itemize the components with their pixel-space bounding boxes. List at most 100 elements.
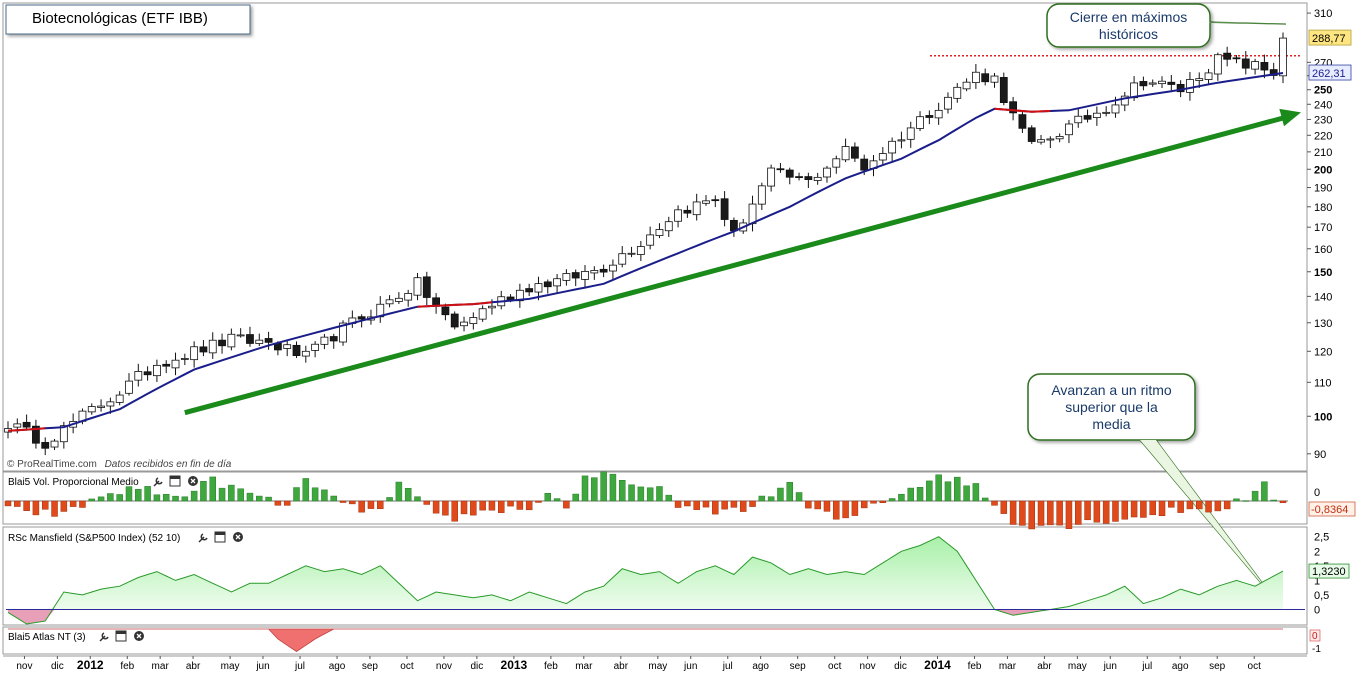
candle — [1223, 46, 1232, 67]
volume-bar — [386, 497, 393, 502]
candle-body — [125, 380, 133, 394]
candle — [134, 363, 143, 387]
candle — [1092, 106, 1101, 126]
atlas-close-icon[interactable] — [134, 631, 144, 641]
volume-bar — [283, 500, 291, 506]
candle — [562, 269, 571, 286]
candle-body — [1213, 54, 1222, 75]
candle-body — [1027, 127, 1036, 142]
candle — [208, 332, 217, 359]
x-tick-label-jul: jul — [1141, 661, 1152, 672]
candle — [525, 283, 534, 297]
ma-value-tag — [1308, 64, 1352, 81]
trendline-arrowhead — [1279, 108, 1301, 127]
candle-body — [1260, 62, 1269, 71]
volume-bar — [1000, 500, 1008, 514]
volume-bar — [265, 496, 272, 502]
rsc-wrench-icon[interactable] — [198, 533, 208, 543]
credit-note: Datos recibidos en fin de día — [105, 459, 232, 470]
candle-body — [162, 363, 171, 367]
candle-body — [692, 201, 701, 216]
price-tick-label-100: 100 — [1314, 411, 1332, 423]
candle-body — [478, 308, 487, 320]
volume-bar — [553, 498, 561, 502]
price-tick-label-180: 180 — [1314, 202, 1332, 214]
candle — [627, 246, 636, 258]
candle — [50, 438, 59, 451]
volume-bar — [972, 483, 980, 502]
volume-bar — [935, 474, 942, 502]
candle-body — [711, 199, 720, 202]
candle-body — [1158, 80, 1166, 85]
candle — [478, 305, 487, 322]
rsc-panel-header: RSc Mansfield (S&P500 Index) (52 10) — [8, 531, 243, 544]
atlas-window-icon[interactable] — [115, 630, 127, 642]
candle-body — [897, 139, 906, 142]
price-tick-label-310: 310 — [1314, 8, 1332, 20]
volume-bar — [14, 500, 21, 507]
volume-bar — [209, 476, 216, 502]
candlestick-series — [4, 32, 1287, 456]
volume-close-icon[interactable] — [188, 476, 198, 486]
volume-bar — [274, 500, 282, 506]
x-tick-label-2013: 2013 — [501, 658, 528, 672]
volume-bar — [581, 475, 589, 502]
candle-body — [636, 246, 645, 255]
volume-bar — [1168, 500, 1175, 508]
volume-bar — [758, 495, 766, 502]
atlas-wrench-icon[interactable] — [99, 632, 109, 642]
candle-body — [916, 116, 924, 129]
volume-bar — [693, 500, 700, 510]
volume-bar — [321, 489, 328, 502]
volume-bar — [954, 476, 961, 502]
volume-bar — [814, 500, 821, 510]
candle-body — [106, 401, 115, 407]
volume-bar — [795, 492, 803, 502]
candle — [841, 138, 850, 163]
x-tick-label-dic: dic — [51, 661, 64, 672]
rsc-positive-area — [8, 536, 1283, 610]
volume-bar — [674, 500, 682, 508]
volume-bar — [97, 496, 105, 502]
rsc-window-icon[interactable] — [214, 531, 226, 543]
candle — [218, 333, 226, 354]
candle — [125, 373, 133, 396]
volume-series — [4, 471, 1288, 530]
volume-bar — [144, 486, 151, 502]
price-tick-label-220: 220 — [1314, 130, 1332, 142]
candle — [916, 111, 924, 132]
volume-bar — [525, 500, 533, 511]
volume-indicator-title: Blai5 Vol. Proporcional Medio — [8, 477, 139, 488]
volume-bar — [777, 487, 784, 502]
candle — [404, 289, 413, 307]
volume-bar — [377, 500, 384, 510]
volume-panel-header: Blai5 Vol. Proporcional Medio — [8, 475, 198, 488]
candle-body — [999, 77, 1008, 104]
candle-body — [609, 264, 617, 272]
credit-source: © ProRealTime.com — [7, 459, 97, 470]
price-tick-label-250: 250 — [1314, 85, 1332, 97]
candle — [702, 195, 710, 206]
candle-body — [748, 203, 757, 225]
rsc-y-axis: 2,521,510,501,3230 — [1306, 527, 1350, 625]
candle-body — [385, 299, 394, 305]
volume-bar — [981, 497, 989, 502]
volume-wrench-icon[interactable] — [153, 477, 163, 487]
candle — [999, 72, 1008, 106]
candle-body — [1269, 69, 1278, 76]
candle — [246, 326, 254, 347]
rsc-close-icon[interactable] — [233, 532, 243, 542]
volume-bar — [507, 500, 514, 507]
volume-window-icon[interactable] — [169, 475, 181, 487]
volume-bar — [702, 500, 710, 508]
x-tick-label-jun: jun — [255, 661, 269, 672]
volume-bar — [1186, 500, 1194, 510]
callout-ahead-of-average-line: media — [1092, 416, 1130, 432]
candle-body — [264, 338, 273, 343]
candle — [683, 205, 692, 218]
volume-bar — [135, 488, 142, 502]
candle — [1139, 76, 1148, 91]
candle — [1018, 111, 1027, 133]
credit-line: © ProRealTime.com Datos recibidos en fin… — [7, 459, 232, 470]
x-tick-label-abr: abr — [186, 661, 201, 672]
